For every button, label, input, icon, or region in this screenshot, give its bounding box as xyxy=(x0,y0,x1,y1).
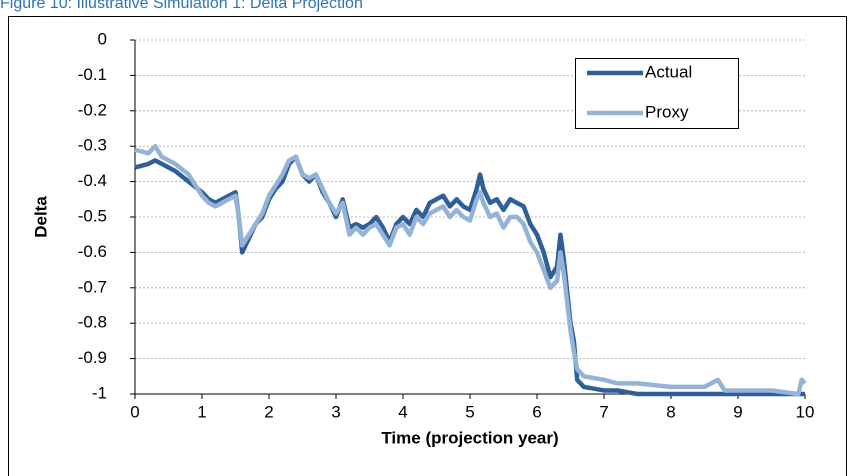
x-tick-label: 10 xyxy=(796,402,815,421)
legend-box xyxy=(575,58,739,129)
x-tick-label: 1 xyxy=(197,402,206,421)
x-tick-label: 5 xyxy=(465,402,474,421)
y-tick-label: -0.8 xyxy=(78,313,107,332)
y-tick-label: -0.2 xyxy=(78,100,107,119)
x-tick-label: 9 xyxy=(733,402,742,421)
x-tick-label: 3 xyxy=(331,402,340,421)
x-tick-label: 7 xyxy=(599,402,608,421)
chart-title: Figure 10: Illustrative Simulation 1: De… xyxy=(0,0,363,12)
x-tick-label: 0 xyxy=(130,402,139,421)
y-tick-label: -1 xyxy=(92,383,107,402)
y-axis-title: Delta xyxy=(31,196,50,238)
x-tick-label: 8 xyxy=(666,402,675,421)
y-tick-label: -0.5 xyxy=(78,206,107,225)
y-tick-label: -0.1 xyxy=(78,65,107,84)
y-tick-label: -0.9 xyxy=(78,348,107,367)
y-tick-label: -0.3 xyxy=(78,136,107,155)
x-tick-label: 2 xyxy=(264,402,273,421)
legend-label: Actual xyxy=(645,62,692,81)
x-axis-title: Time (projection year) xyxy=(381,428,558,447)
x-tick-label: 6 xyxy=(532,402,541,421)
y-tick-label: 0 xyxy=(98,29,107,48)
legend-label: Proxy xyxy=(645,102,689,121)
y-tick-label: -0.7 xyxy=(78,277,107,296)
y-tick-label: -0.6 xyxy=(78,242,107,261)
series-line xyxy=(134,143,807,397)
y-tick-label: -0.4 xyxy=(78,171,107,190)
x-tick-label: 4 xyxy=(398,402,407,421)
chart-border xyxy=(8,16,847,476)
